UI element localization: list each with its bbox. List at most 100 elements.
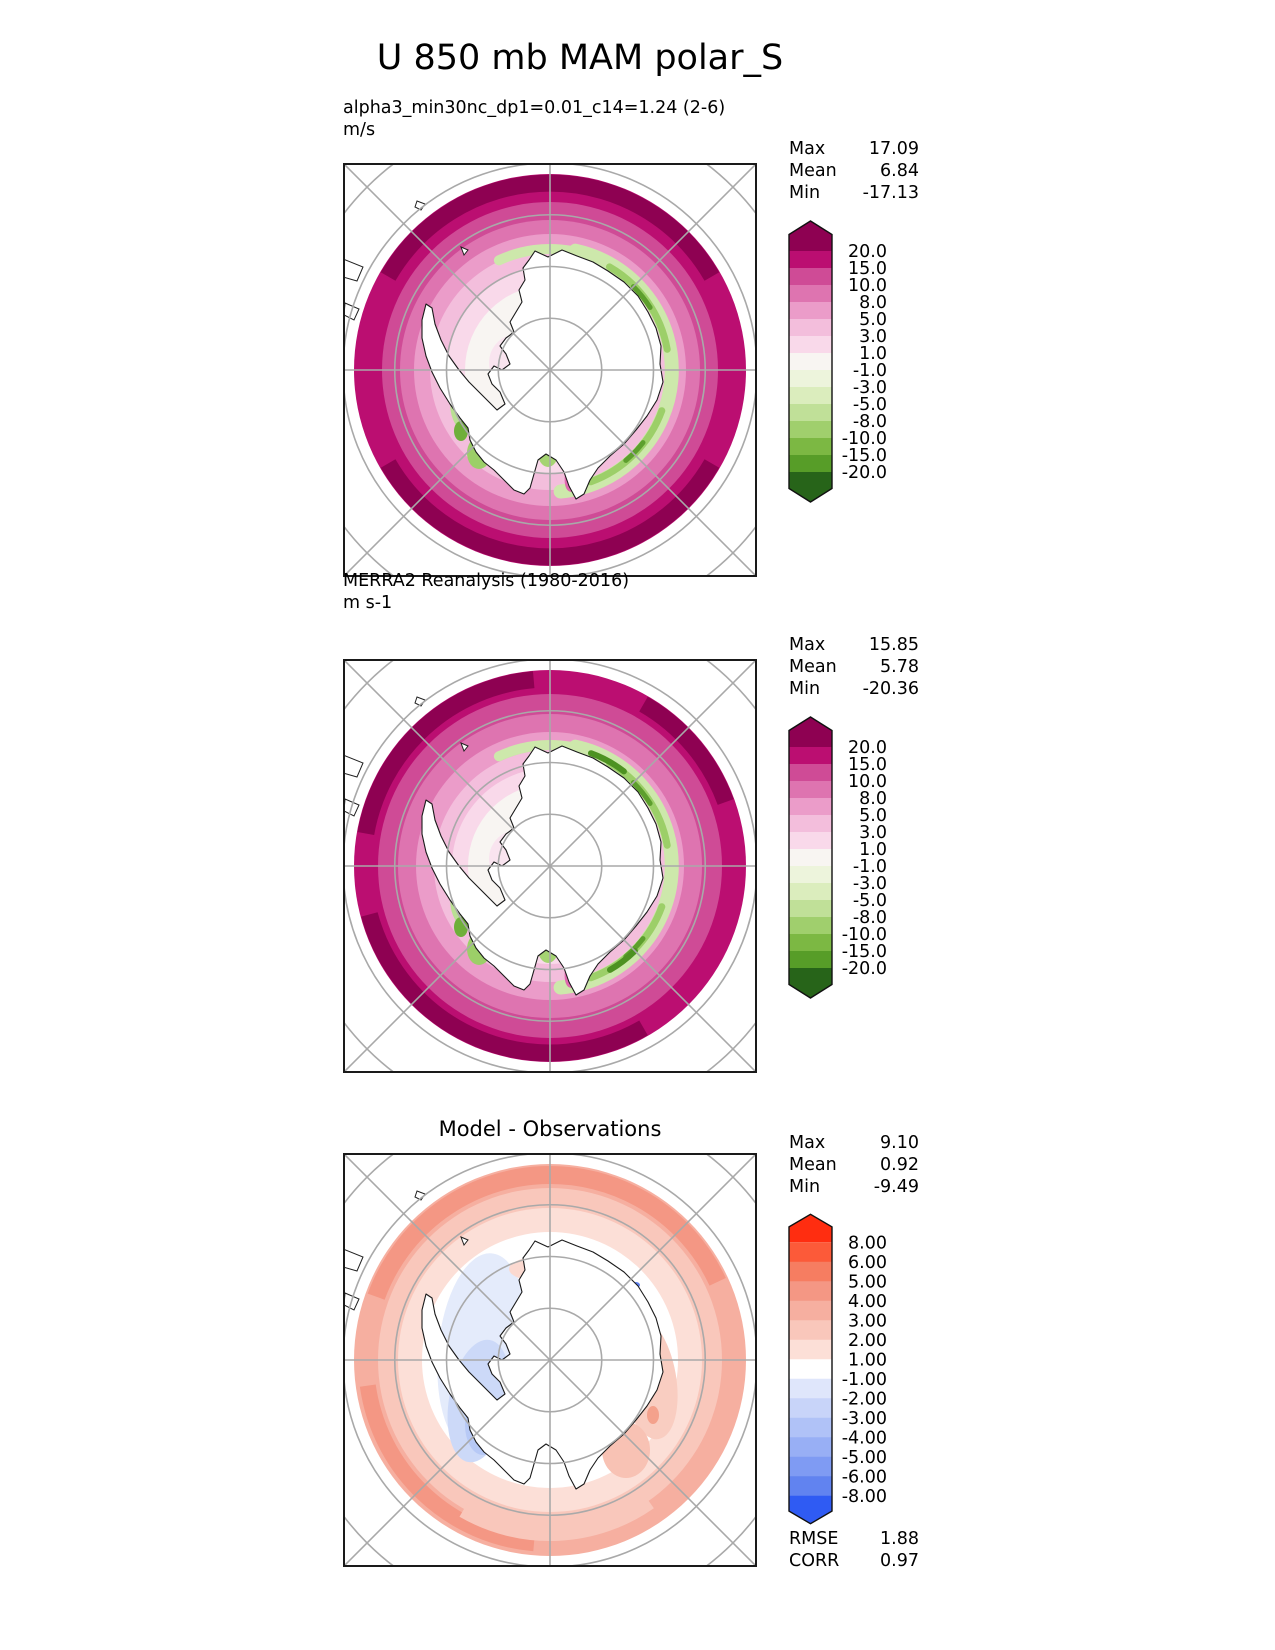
field-arc [459, 1486, 654, 1541]
colorbar-band [789, 781, 832, 799]
colorbar-band [789, 319, 832, 337]
field-patch [647, 1406, 659, 1424]
colorbar-tick-label: 8.00 [848, 1233, 887, 1253]
diff-metric-label: RMSE [789, 1529, 839, 1549]
colorbar-tick-label: 5.0 [859, 806, 887, 826]
obs-map [343, 659, 757, 1073]
colorbar-tick-label: 1.00 [848, 1350, 887, 1370]
model-stat-label: Mean [789, 161, 837, 181]
colorbar-outline [788, 716, 833, 999]
model-stat-mean-row: Mean 6.84 [789, 160, 919, 182]
colorbar-tick-label: -10.0 [842, 925, 887, 945]
colorbar-tick-label: -3.00 [842, 1409, 887, 1429]
colorbar-tick-label: 2.00 [848, 1331, 887, 1351]
colorbar-band [789, 832, 832, 850]
colorbar-band [789, 455, 832, 473]
diff-metric-rmse-row: RMSE 1.88 [789, 1528, 919, 1550]
colorbar-tick-label: 8.0 [859, 293, 887, 313]
obs-panel-label: MERRA2 Reanalysis (1980-2016) m s-1 [343, 570, 629, 614]
colorbar-tick-label: 15.0 [848, 259, 887, 279]
colorbar-tick-label: -10.0 [842, 429, 887, 449]
model-map [343, 163, 757, 577]
colorbar-tick-label: 15.0 [848, 755, 887, 775]
island-coastline [460, 742, 469, 752]
colorbar-band [789, 251, 832, 269]
colorbar-band [789, 883, 832, 901]
island-coastline [343, 754, 364, 778]
model-stat-max-row: Max 17.09 [789, 138, 919, 160]
field-patch [493, 244, 576, 266]
colorbar-tick-label: -8.0 [853, 412, 887, 432]
diff-metrics: RMSE 1.88 CORR 0.97 [789, 1528, 919, 1572]
colorbar-band [789, 302, 832, 320]
diff-stat-label: Mean [789, 1155, 837, 1175]
colorbar-band [789, 370, 832, 388]
colorbar-band [789, 1339, 832, 1360]
diff-metric-value: 1.88 [880, 1529, 919, 1549]
colorbar-tick-label: -1.0 [853, 361, 887, 381]
diff-stat-mean-row: Mean 0.92 [789, 1154, 919, 1176]
colorbar-band [789, 1437, 832, 1458]
diff-stat-value: 0.92 [880, 1155, 919, 1175]
diff-stat-value: -9.49 [873, 1177, 919, 1197]
field-arc [359, 1384, 535, 1552]
colorbar-tick-label: 6.00 [848, 1253, 887, 1273]
diff-metric-corr-row: CORR 0.97 [789, 1550, 919, 1572]
colorbar-band [789, 951, 832, 969]
model-stat-label: Min [789, 183, 821, 203]
colorbar-band [789, 336, 832, 354]
colorbar-band [789, 387, 832, 405]
colorbar-band [789, 1242, 832, 1263]
field-arc [361, 912, 648, 1062]
colorbar-band [789, 421, 832, 439]
model-stat-value: 17.09 [868, 139, 919, 159]
colorbar-tick-label: -5.0 [853, 395, 887, 415]
obs-title: MERRA2 Reanalysis (1980-2016) [343, 571, 630, 591]
colorbar-tick-label: -1.00 [842, 1370, 887, 1390]
diff-colorbar: 8.00 6.00 5.00 4.00 3.00 2.00 1.00 -1.00 -2.00 -3… [787, 1213, 891, 1527]
colorbar-outline [788, 220, 833, 503]
obs-stat-value: -20.36 [862, 679, 919, 699]
colorbar-band [789, 1398, 832, 1419]
colorbar-band [789, 917, 832, 935]
colorbar-band [789, 747, 832, 765]
colorbar-tick-label: 20.0 [848, 738, 887, 758]
map-frame [343, 163, 757, 577]
colorbar-tick-label: -6.00 [842, 1467, 887, 1487]
model-panel-label: alpha3_min30nc_dp1=0.01_c14=1.24 (2-6) m… [343, 97, 725, 141]
graticule-meridian [343, 1153, 757, 1567]
obs-stats: Max 15.85 Mean 5.78 Min -20.36 [789, 634, 919, 700]
colorbar-cap-top [789, 717, 832, 747]
colorbar-tick-label: -1.0 [853, 857, 887, 877]
diff-stat-max-row: Max 9.10 [789, 1132, 919, 1154]
colorbar-tick-label: 1.0 [859, 840, 887, 860]
model-stat-value: -17.13 [862, 183, 919, 203]
colorbar-band [789, 404, 832, 422]
field-patch [454, 917, 468, 937]
obs-stat-label: Mean [789, 657, 837, 677]
map-frame [343, 1153, 757, 1567]
colorbar-cap-top [789, 221, 832, 251]
field-patch [623, 440, 646, 463]
graticule-meridian [343, 659, 757, 1073]
colorbar-band [789, 866, 832, 884]
diff-title: Model - Observations [438, 1117, 662, 1141]
colorbar-tick-label: 4.00 [848, 1292, 887, 1312]
diff-stat-min-row: Min -9.49 [789, 1176, 919, 1198]
colorbar-band [789, 1359, 832, 1380]
diff-metric-value: 0.97 [880, 1551, 919, 1571]
colorbar-tick-label: -15.0 [842, 942, 887, 962]
colorbar-tick-label: -3.0 [853, 378, 887, 398]
model-colorbar: 20.0 15.0 10.0 8.0 5.0 3.0 1.0 -1.0 -3.0 -5.0 -8.0… [787, 220, 891, 505]
colorbar-band [789, 353, 832, 371]
colorbar-band [789, 1261, 832, 1282]
diff-stat-label: Min [789, 1177, 821, 1197]
colorbar-tick-label: -4.00 [842, 1428, 887, 1448]
obs-stat-max-row: Max 15.85 [789, 634, 919, 656]
colorbar-cap-bottom [789, 472, 832, 502]
model-title: alpha3_min30nc_dp1=0.01_c14=1.24 (2-6) [343, 98, 726, 118]
colorbar-tick-label: -8.00 [842, 1487, 887, 1507]
colorbar-tick-label: -3.0 [853, 874, 887, 894]
model-stat-value: 6.84 [880, 161, 919, 181]
colorbar-band [789, 798, 832, 816]
